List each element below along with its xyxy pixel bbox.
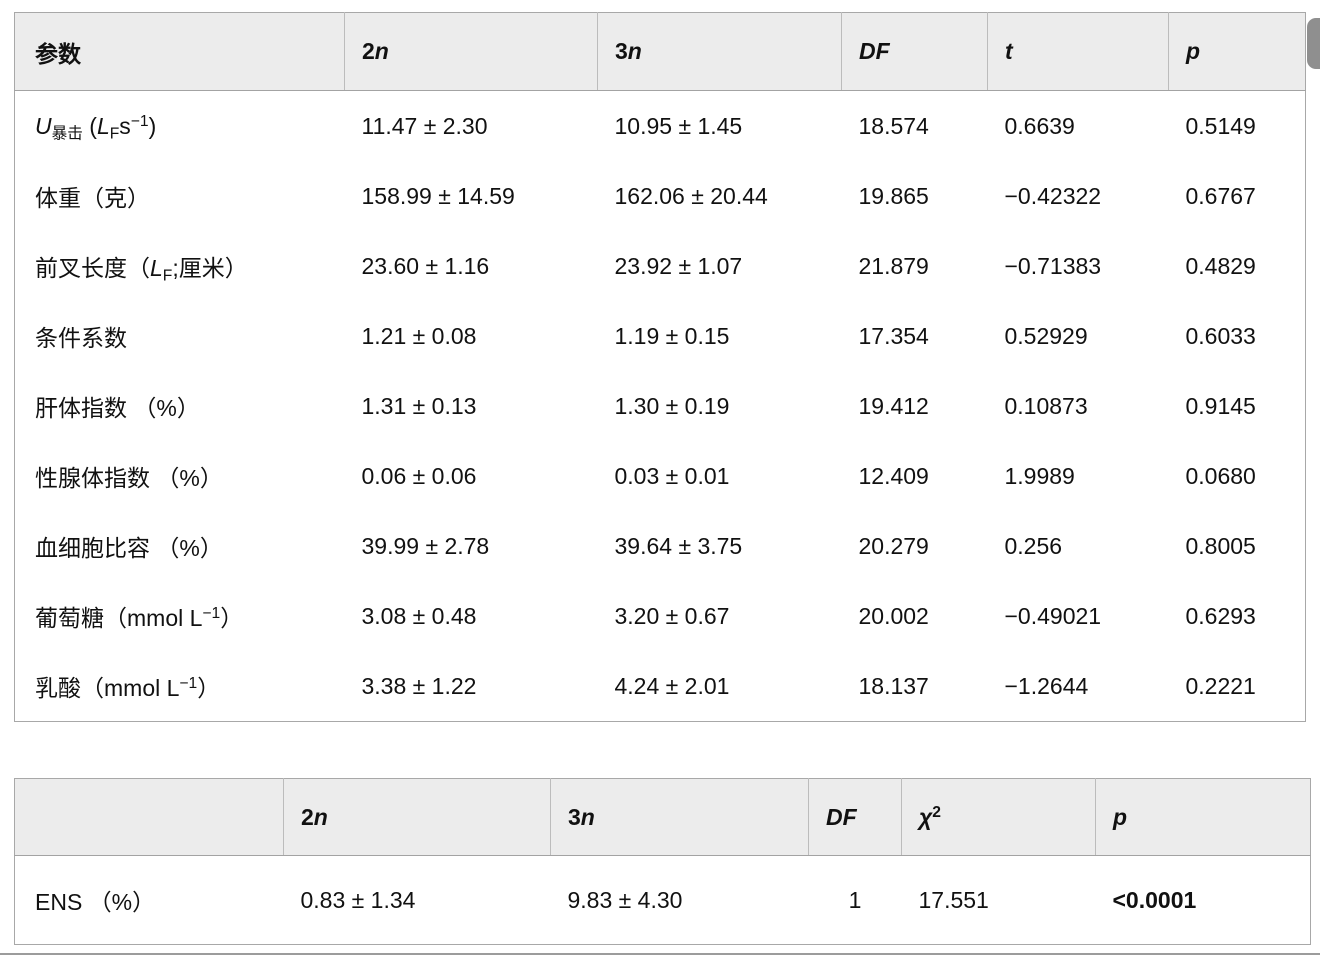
chi2-cell: 17.551 (901, 855, 1096, 945)
param-cell: 前叉长度（LF;厘米） (14, 231, 345, 301)
df-cell: 20.002 (841, 581, 988, 651)
p-cell: 0.6033 (1168, 301, 1306, 371)
p-cell: 0.9145 (1168, 371, 1306, 441)
table1-header-df: DF (841, 12, 988, 91)
value-2n-cell: 23.60 ± 1.16 (344, 231, 598, 301)
viewport-bottom-edge (0, 953, 1320, 955)
value-3n-cell: 39.64 ± 3.75 (597, 511, 842, 581)
t-cell: −0.49021 (987, 581, 1169, 651)
table-row: 条件系数 1.21 ± 0.08 1.19 ± 0.15 17.354 0.52… (14, 301, 1306, 371)
param-cell: 体重（克） (14, 161, 345, 231)
table-row: 乳酸（mmol L−1） 3.38 ± 1.22 4.24 ± 2.01 18.… (14, 651, 1306, 722)
table-row: U暴击 (LFs−1) 11.47 ± 2.30 10.95 ± 1.45 18… (14, 90, 1306, 161)
stats-table-ttest: 参数 2n 3n DF t p U暴击 (LFs−1) 11.47 ± 2.30… (14, 12, 1306, 722)
t-cell: 0.256 (987, 511, 1169, 581)
value-2n-cell: 3.38 ± 1.22 (344, 651, 598, 722)
param-cell: ENS （%） (14, 855, 284, 945)
table2-header-2n: 2n (283, 778, 551, 856)
table1-header-p: p (1168, 12, 1306, 91)
value-2n-cell: 11.47 ± 2.30 (344, 90, 598, 161)
value-3n-cell: 162.06 ± 20.44 (597, 161, 842, 231)
value-3n-cell: 23.92 ± 1.07 (597, 231, 842, 301)
table-row: 体重（克） 158.99 ± 14.59 162.06 ± 20.44 19.8… (14, 161, 1306, 231)
table2-header-p: p (1095, 778, 1311, 856)
t-cell: 0.6639 (987, 90, 1169, 161)
t-cell: 0.10873 (987, 371, 1169, 441)
df-cell: 12.409 (841, 441, 988, 511)
param-cell: U暴击 (LFs−1) (14, 90, 345, 161)
table-row: 性腺体指数 （%） 0.06 ± 0.06 0.03 ± 0.01 12.409… (14, 441, 1306, 511)
df-cell: 18.137 (841, 651, 988, 722)
table2-header-3n: 3n (550, 778, 809, 856)
param-cell: 肝体指数 （%） (14, 371, 345, 441)
table1-header-2n: 2n (344, 12, 598, 91)
value-2n-cell: 158.99 ± 14.59 (344, 161, 598, 231)
df-cell: 17.354 (841, 301, 988, 371)
value-3n-cell: 1.30 ± 0.19 (597, 371, 842, 441)
df-cell: 18.574 (841, 90, 988, 161)
p-cell: 0.0680 (1168, 441, 1306, 511)
table1-header-row: 参数 2n 3n DF t p (14, 12, 1306, 91)
value-2n-cell: 0.83 ± 1.34 (283, 855, 551, 945)
t-cell: 1.9989 (987, 441, 1169, 511)
table2-header-empty (14, 778, 284, 856)
table2-header-chi2: χ2 (901, 778, 1096, 856)
value-2n-cell: 0.06 ± 0.06 (344, 441, 598, 511)
value-2n-cell: 1.31 ± 0.13 (344, 371, 598, 441)
t-cell: −0.71383 (987, 231, 1169, 301)
p-cell: 0.8005 (1168, 511, 1306, 581)
value-3n-cell: 4.24 ± 2.01 (597, 651, 842, 722)
param-cell: 血细胞比容 （%） (14, 511, 345, 581)
p-cell: 0.4829 (1168, 231, 1306, 301)
value-2n-cell: 39.99 ± 2.78 (344, 511, 598, 581)
scrollbar-thumb[interactable] (1307, 18, 1320, 69)
df-cell: 21.879 (841, 231, 988, 301)
param-cell: 乳酸（mmol L−1） (14, 651, 345, 722)
value-2n-cell: 1.21 ± 0.08 (344, 301, 598, 371)
table2-header-df: DF (808, 778, 902, 856)
table1-header-t: t (987, 12, 1169, 91)
table-row: 血细胞比容 （%） 39.99 ± 2.78 39.64 ± 3.75 20.2… (14, 511, 1306, 581)
param-cell: 条件系数 (14, 301, 345, 371)
df-cell: 20.279 (841, 511, 988, 581)
p-cell: 0.5149 (1168, 90, 1306, 161)
value-3n-cell: 9.83 ± 4.30 (550, 855, 809, 945)
table-row: ENS （%） 0.83 ± 1.34 9.83 ± 4.30 1 17.551… (14, 855, 1311, 945)
df-cell: 19.865 (841, 161, 988, 231)
t-cell: −1.2644 (987, 651, 1169, 722)
param-cell: 性腺体指数 （%） (14, 441, 345, 511)
df-cell: 19.412 (841, 371, 988, 441)
stats-table-chisq: 2n 3n DF χ2 p ENS （%） 0.83 ± 1.34 9.83 ±… (14, 778, 1311, 945)
value-3n-cell: 1.19 ± 0.15 (597, 301, 842, 371)
value-3n-cell: 0.03 ± 0.01 (597, 441, 842, 511)
table-row: 葡萄糖（mmol L−1） 3.08 ± 0.48 3.20 ± 0.67 20… (14, 581, 1306, 651)
df-cell: 1 (808, 855, 902, 945)
table1-header-param: 参数 (14, 12, 345, 91)
table1-header-3n: 3n (597, 12, 842, 91)
table2-header-row: 2n 3n DF χ2 p (14, 778, 1311, 856)
p-cell: <0.0001 (1095, 855, 1311, 945)
p-cell: 0.6293 (1168, 581, 1306, 651)
value-3n-cell: 10.95 ± 1.45 (597, 90, 842, 161)
param-cell: 葡萄糖（mmol L−1） (14, 581, 345, 651)
t-cell: −0.42322 (987, 161, 1169, 231)
value-3n-cell: 3.20 ± 0.67 (597, 581, 842, 651)
table-row: 肝体指数 （%） 1.31 ± 0.13 1.30 ± 0.19 19.412 … (14, 371, 1306, 441)
t-cell: 0.52929 (987, 301, 1169, 371)
table-row: 前叉长度（LF;厘米） 23.60 ± 1.16 23.92 ± 1.07 21… (14, 231, 1306, 301)
p-cell: 0.2221 (1168, 651, 1306, 722)
p-cell: 0.6767 (1168, 161, 1306, 231)
value-2n-cell: 3.08 ± 0.48 (344, 581, 598, 651)
